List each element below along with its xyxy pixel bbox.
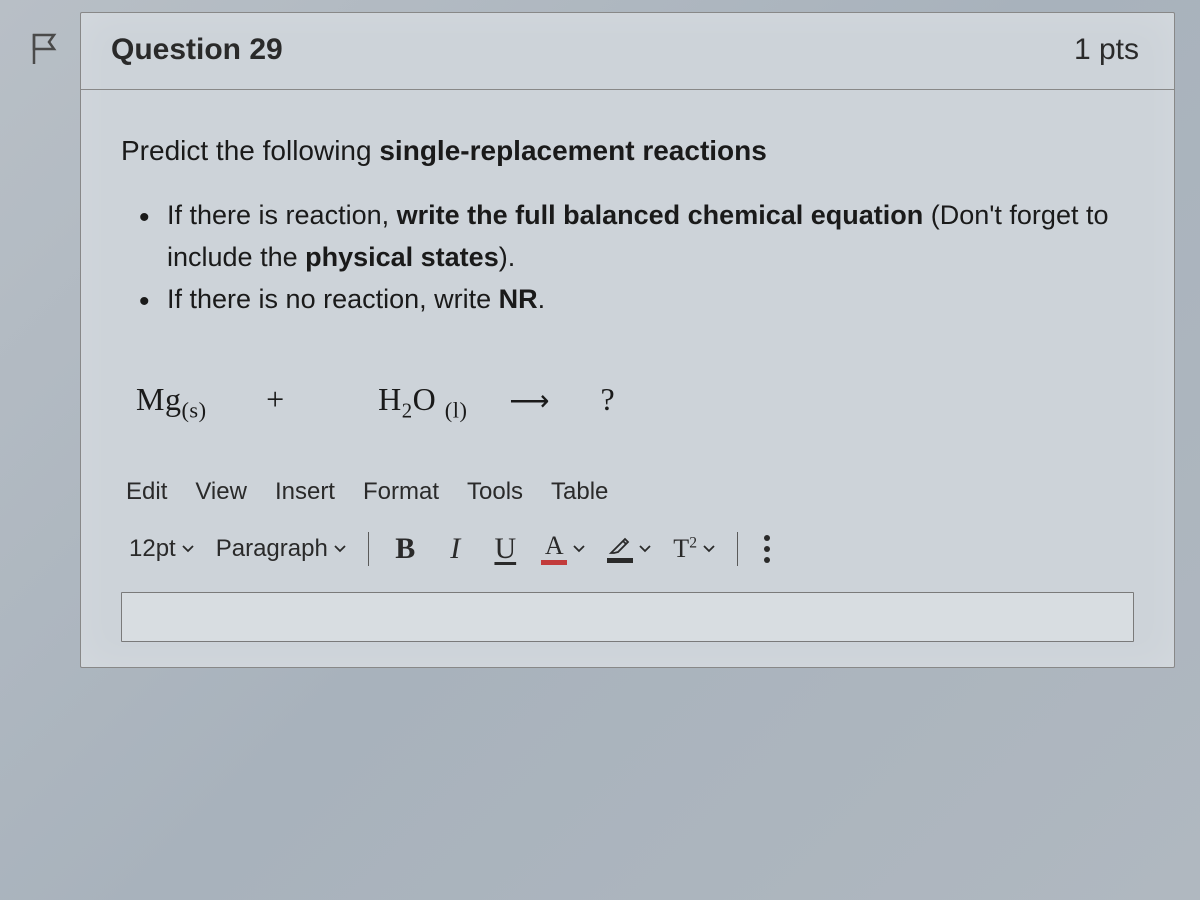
bullet-text: If there is no reaction, write [167,284,499,314]
menu-edit[interactable]: Edit [126,478,167,506]
question-header: Question 29 1 pts [81,13,1174,90]
state: (l) [445,397,468,422]
bullet-text: . [538,284,546,314]
menu-tools[interactable]: Tools [467,478,523,506]
subscript: 2 [402,399,413,422]
chevron-down-icon [703,545,715,553]
state: (s) [181,397,206,422]
bullet-bold: NR [499,284,538,314]
highlight-color-button[interactable] [607,535,651,563]
arrow-icon: ⟶ [509,384,550,418]
toolbar-divider [737,532,739,566]
superscript-button[interactable]: T2 [673,534,715,564]
flag-icon[interactable] [30,32,58,66]
bullet-text: ). [499,242,516,272]
chevron-down-icon [639,545,651,553]
underline-button[interactable]: U [491,532,519,566]
highlighter-icon [608,535,632,557]
reactant: H [378,381,402,417]
menu-view[interactable]: View [195,478,247,506]
reactant: O [413,381,437,417]
points-label: 1 pts [1074,33,1139,67]
text-color-button[interactable]: A [541,533,585,565]
bullet-list: If there is reaction, write the full bal… [121,195,1134,321]
instruction-main: Predict the following single-replacement… [121,135,1134,167]
editor-menu: Edit View Insert Format Tools Table [121,478,1134,506]
font-size-select[interactable]: 12pt [129,535,194,563]
question-card: Question 29 1 pts Predict the following … [80,12,1175,668]
toolbar-divider [368,532,370,566]
instruction-prefix: Predict the following [121,135,379,166]
italic-button[interactable]: I [441,532,469,566]
text-color-bar [541,560,567,565]
menu-insert[interactable]: Insert [275,478,335,506]
bullet-item: If there is reaction, write the full bal… [139,195,1134,279]
chevron-down-icon [573,545,585,553]
menu-format[interactable]: Format [363,478,439,506]
font-size-value: 12pt [129,535,176,563]
editor-toolbar: 12pt Paragraph B I U A [121,531,1134,567]
bullet-item: If there is no reaction, write NR. [139,279,1134,321]
reactant: Mg [136,381,181,417]
chevron-down-icon [334,545,346,553]
paragraph-style-select[interactable]: Paragraph [216,535,346,563]
bullet-bold: write the full balanced chemical equatio… [397,200,924,230]
chemical-equation: Mg(s) + H2O (l) ⟶ ? [121,381,1134,423]
menu-table[interactable]: Table [551,478,608,506]
answer-textarea[interactable] [121,592,1134,642]
bold-button[interactable]: B [391,532,419,566]
instruction-bold: single-replacement reactions [379,135,766,166]
plus-sign: + [266,381,285,417]
bullet-bold: physical states [305,242,499,272]
paragraph-style-value: Paragraph [216,535,328,563]
chevron-down-icon [182,545,194,553]
text-color-letter: A [545,533,564,559]
more-options-button[interactable] [760,531,774,567]
highlight-color-bar [607,558,633,563]
bullet-text: If there is reaction, [167,200,397,230]
question-title: Question 29 [111,33,283,67]
product: ? [601,381,616,417]
question-body: Predict the following single-replacement… [81,90,1174,667]
